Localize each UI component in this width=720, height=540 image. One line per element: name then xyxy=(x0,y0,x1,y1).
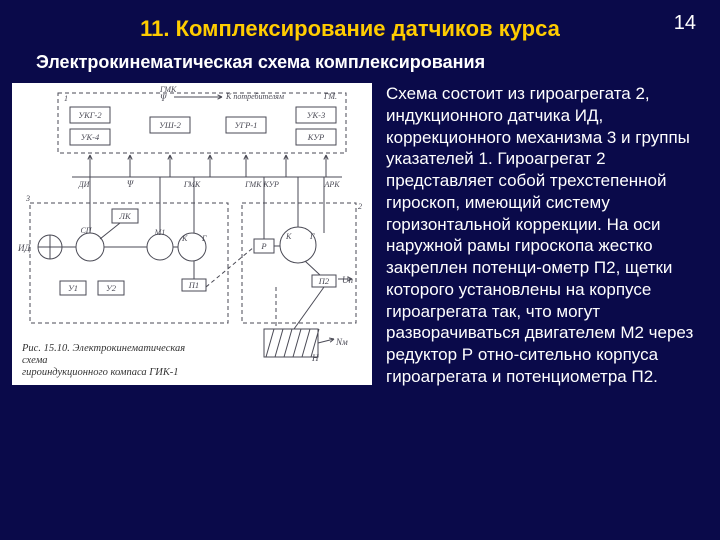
svg-text:АРК: АРК xyxy=(323,180,340,189)
svg-text:УГР-1: УГР-1 xyxy=(235,120,258,130)
svg-text:ГМК КУР: ГМК КУР xyxy=(244,180,279,189)
svg-text:УШ-2: УШ-2 xyxy=(159,120,181,130)
svg-text:П1: П1 xyxy=(188,280,199,290)
page-number: 14 xyxy=(674,12,696,35)
svg-text:К: К xyxy=(285,232,292,241)
svg-text:ДИ: ДИ xyxy=(78,180,91,189)
svg-text:П2: П2 xyxy=(318,276,330,286)
svg-text:Ψ: Ψ xyxy=(160,93,167,103)
schematic-diagram: 1 ГМК Ψ К потребителям ГМ. УКГ-2 УК-4 УШ-2 УГР-1… xyxy=(12,83,372,385)
svg-text:Н: Н xyxy=(311,353,319,363)
svg-text:УК-3: УК-3 xyxy=(307,110,325,120)
svg-text:СП: СП xyxy=(80,226,92,235)
svg-text:К потребителям: К потребителям xyxy=(225,92,284,101)
svg-text:УКГ-2: УКГ-2 xyxy=(78,110,102,120)
svg-text:ИД: ИД xyxy=(17,243,31,253)
svg-text:Г: Г xyxy=(201,234,207,243)
slide-subtitle: Электрокинематическая схема комплексиров… xyxy=(0,42,720,73)
svg-text:Г: Г xyxy=(309,232,315,241)
slide-title: 11. Комплексирование датчиков курса xyxy=(0,0,720,42)
caption-line-1: Рис. 15.10. Электрокинематическая схема xyxy=(22,343,185,366)
figure-caption: Рис. 15.10. Электрокинематическая схема … xyxy=(22,343,212,379)
svg-text:Ψ: Ψ xyxy=(127,179,134,189)
body-text: Схема состоит из гироагрегата 2, индукци… xyxy=(386,83,698,388)
content-row: 1 ГМК Ψ К потребителям ГМ. УКГ-2 УК-4 УШ-2 УГР-1… xyxy=(0,73,720,388)
svg-text:ГМК: ГМК xyxy=(183,180,201,189)
slide: 14 11. Комплексирование датчиков курса Э… xyxy=(0,0,720,540)
svg-text:У1: У1 xyxy=(68,283,78,293)
svg-text:ЛК: ЛК xyxy=(118,211,132,221)
svg-text:КУР: КУР xyxy=(307,132,324,142)
svg-text:ГМ.: ГМ. xyxy=(323,92,337,101)
svg-text:У2: У2 xyxy=(106,283,117,293)
svg-text:Р: Р xyxy=(260,241,266,251)
caption-line-2: гироиндукционного компаса ГИК-1 xyxy=(22,367,179,378)
svg-text:Nм: Nм xyxy=(335,337,348,347)
svg-text:1: 1 xyxy=(64,94,68,103)
svg-text:К: К xyxy=(181,234,188,243)
svg-text:3: 3 xyxy=(25,194,30,203)
svg-text:2: 2 xyxy=(358,202,362,211)
svg-text:УК-4: УК-4 xyxy=(81,132,100,142)
